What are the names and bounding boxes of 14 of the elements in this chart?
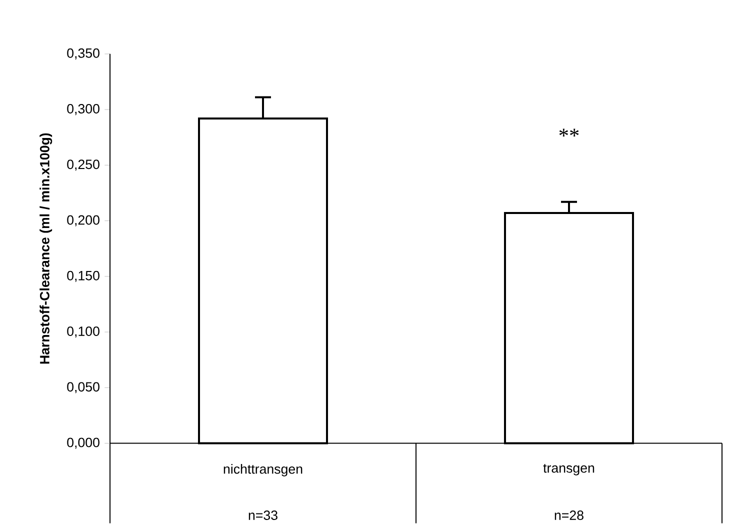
text: n=33 — [248, 510, 278, 520]
y-tick-label: 0,100 — [67, 326, 100, 338]
y-tick-label: 0,200 — [67, 215, 100, 226]
y-axis-title: Harnstoff-Clearance (ml / min.x100g) — [40, 133, 52, 364]
y-tick-label: 0,250 — [67, 159, 100, 170]
text: n=28 — [554, 510, 584, 520]
x-tick-label: transgen — [543, 464, 594, 476]
y-tick-label: 0,050 — [67, 382, 100, 393]
y-tick-label: 0,000 — [67, 438, 100, 449]
y-tick-label: 0,350 — [67, 48, 100, 60]
x-tick-label: nichttransgen — [224, 464, 302, 476]
y-tick-label: 0,300 — [67, 104, 100, 115]
y-tick-label: 0,150 — [67, 270, 100, 282]
annotation: ** — [559, 128, 579, 136]
